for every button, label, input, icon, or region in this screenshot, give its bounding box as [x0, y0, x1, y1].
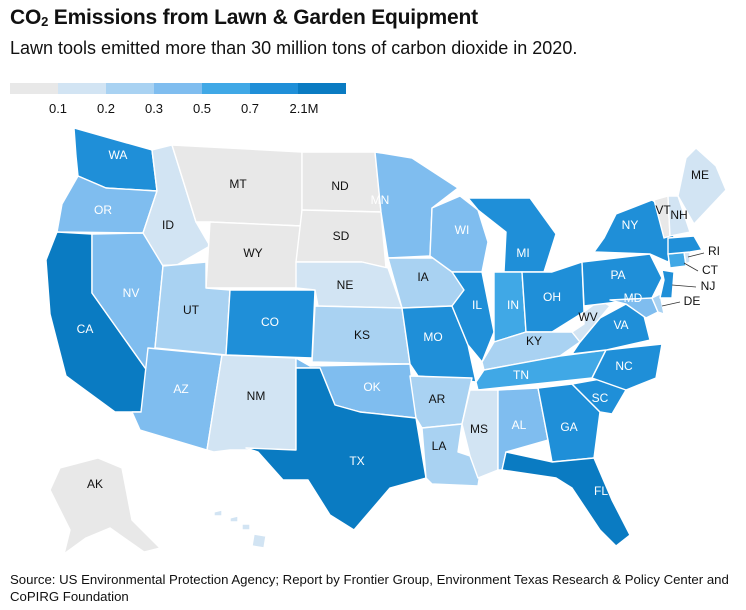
state-nj[interactable]: [659, 269, 675, 299]
legend-swatch-5: [250, 83, 298, 94]
label-mo: MO: [423, 330, 442, 344]
label-ga: GA: [560, 420, 577, 434]
legend-label-5: 2.1M: [289, 101, 319, 116]
state-me[interactable]: [677, 147, 727, 225]
chart-subtitle: Lawn tools emitted more than 30 million …: [10, 38, 578, 58]
label-tn: TN: [513, 368, 529, 382]
label-fl: FL: [594, 484, 608, 498]
label-ny: NY: [622, 218, 639, 232]
label-ca: CA: [77, 322, 94, 336]
color-legend: 0.1 0.2 0.3 0.5 0.7 2.1M: [10, 83, 346, 123]
label-or: OR: [94, 203, 112, 217]
label-vt: VT: [655, 203, 671, 217]
state-nc[interactable]: [591, 343, 663, 391]
label-wi: WI: [455, 223, 470, 237]
label-ar: AR: [429, 392, 446, 406]
label-pa: PA: [610, 268, 625, 282]
label-de: DE: [684, 294, 701, 308]
label-nm: NM: [247, 389, 266, 403]
state-ma[interactable]: [667, 235, 703, 255]
label-ia: IA: [417, 270, 428, 284]
legend-swatch-4: [202, 83, 250, 94]
label-mi: MI: [516, 246, 529, 260]
state-il[interactable]: [451, 271, 495, 363]
label-mt: MT: [229, 177, 247, 191]
state-tx[interactable]: [245, 367, 427, 531]
us-states-map: WA OR CA ID NV MT WY UT AZ CO NM ND SD N…: [45, 127, 727, 555]
label-me: ME: [691, 168, 709, 182]
label-nc: NC: [615, 359, 633, 373]
legend-swatch-0: [10, 83, 58, 94]
label-in: IN: [507, 298, 519, 312]
label-az: AZ: [173, 382, 188, 396]
legend-swatch-1: [58, 83, 106, 94]
label-nj: NJ: [701, 279, 716, 293]
label-mn: MN: [371, 193, 390, 207]
label-ri: RI: [708, 244, 720, 258]
state-va[interactable]: [571, 303, 651, 355]
label-oh: OH: [543, 290, 561, 304]
state-pa[interactable]: [581, 253, 663, 307]
chart-title: CO2 Emissions from Lawn & Garden Equipme…: [10, 6, 478, 30]
label-ak: AK: [87, 477, 103, 491]
label-id: ID: [162, 218, 174, 232]
legend-label-4: 0.7: [240, 101, 260, 116]
legend-label-2: 0.3: [144, 101, 164, 116]
label-md: MD: [624, 291, 643, 305]
label-ks: KS: [354, 328, 370, 342]
state-labels: WA OR CA ID NV MT WY UT AZ CO NM ND SD N…: [77, 148, 720, 498]
label-ne: NE: [337, 278, 354, 292]
label-ct: CT: [702, 263, 719, 277]
label-ut: UT: [183, 303, 200, 317]
label-sc: SC: [592, 391, 609, 405]
label-ky: KY: [526, 334, 542, 348]
legend-label-0: 0.1: [48, 101, 68, 116]
state-wi[interactable]: [429, 195, 489, 273]
legend-swatch-6: [298, 83, 346, 94]
state-md[interactable]: [609, 297, 659, 319]
title-subscript: 2: [41, 14, 49, 29]
state-nh[interactable]: [667, 195, 691, 237]
legend-swatch-3: [154, 83, 202, 94]
legend-label-3: 0.5: [192, 101, 212, 116]
state-hi[interactable]: [213, 509, 267, 549]
label-la: LA: [432, 439, 447, 453]
state-ak[interactable]: [49, 457, 161, 555]
title-prefix: CO: [10, 6, 42, 29]
title-rest: Emissions from Lawn & Garden Equipment: [48, 6, 478, 29]
label-nh: NH: [670, 208, 687, 222]
label-il: IL: [472, 298, 482, 312]
label-ok: OK: [363, 380, 380, 394]
callout-lines: [661, 252, 705, 307]
state-de[interactable]: [651, 293, 665, 315]
label-ms: MS: [470, 422, 488, 436]
label-nd: ND: [331, 179, 349, 193]
label-nv: NV: [123, 286, 140, 300]
state-fl[interactable]: [501, 451, 631, 547]
label-al: AL: [512, 418, 527, 432]
label-sd: SD: [333, 229, 350, 243]
label-wa: WA: [109, 148, 128, 162]
label-va: VA: [613, 318, 628, 332]
legend-label-1: 0.2: [96, 101, 116, 116]
source-note: Source: US Environmental Protection Agen…: [10, 572, 729, 604]
label-tx: TX: [349, 454, 364, 468]
label-wy: WY: [243, 246, 262, 260]
label-wv: WV: [578, 310, 597, 324]
label-co: CO: [261, 315, 279, 329]
legend-swatch-2: [106, 83, 154, 94]
state-nm[interactable]: [206, 354, 297, 453]
